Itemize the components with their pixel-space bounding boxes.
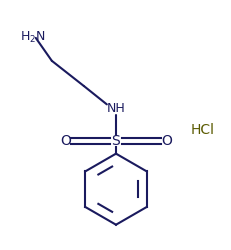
Text: H$_2$N: H$_2$N — [20, 30, 45, 46]
Text: NH: NH — [106, 102, 125, 116]
Text: O: O — [60, 134, 71, 148]
Text: HCl: HCl — [190, 122, 214, 136]
Text: O: O — [160, 134, 171, 148]
Text: S: S — [111, 134, 120, 148]
